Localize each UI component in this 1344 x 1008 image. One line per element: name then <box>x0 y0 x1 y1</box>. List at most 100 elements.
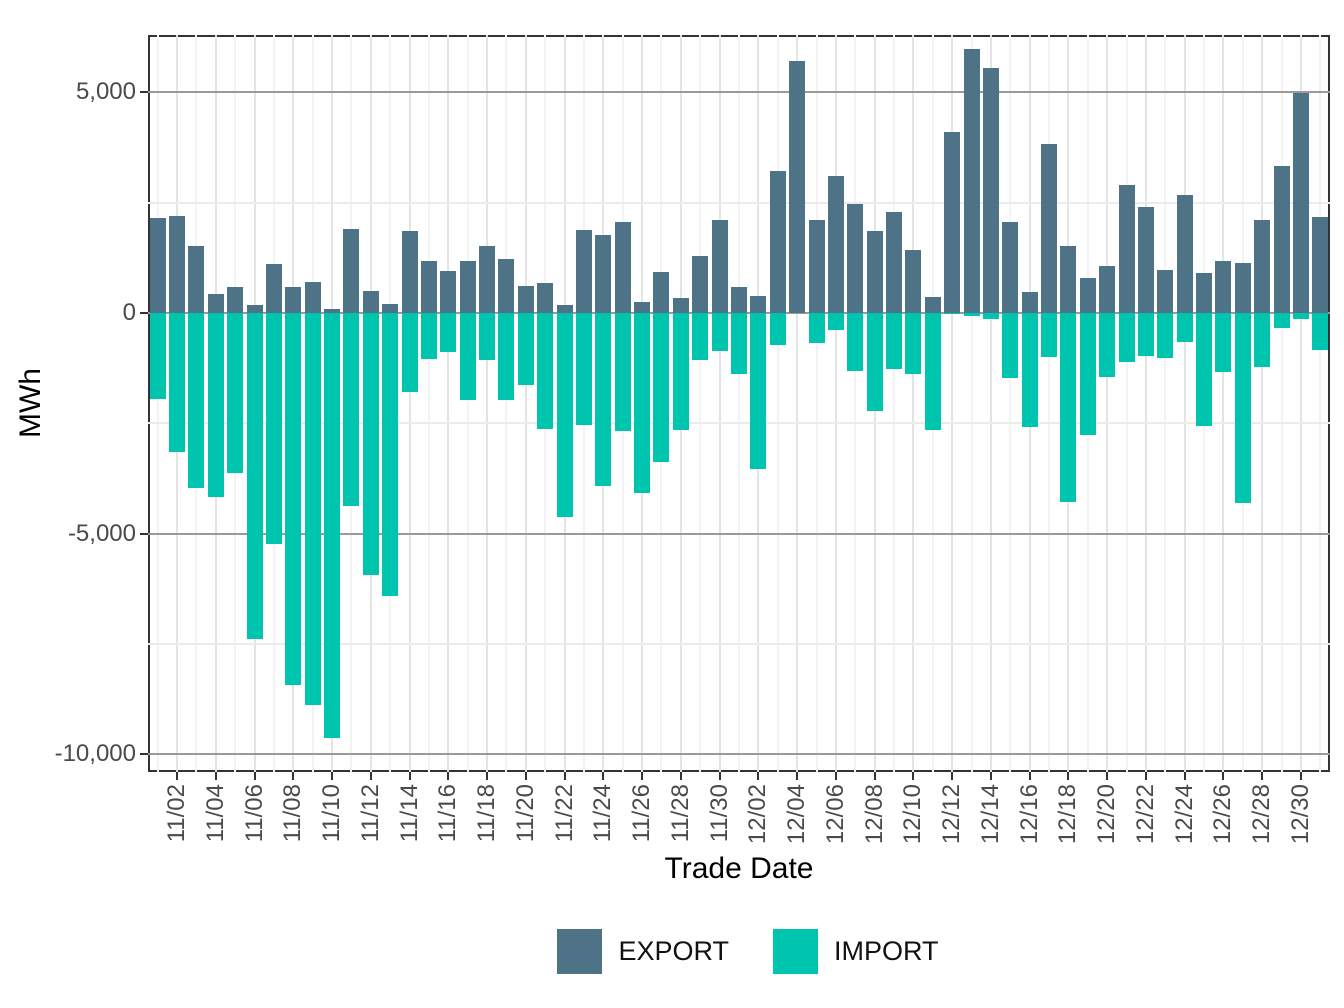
import-bar <box>1099 313 1116 377</box>
x-tick <box>176 772 179 780</box>
import-bar <box>711 313 728 352</box>
export-bar <box>653 272 670 314</box>
x-tick <box>912 772 915 780</box>
import-bar <box>169 313 186 453</box>
grid-h-major <box>148 91 1330 94</box>
import-bar <box>343 313 360 506</box>
import-bar <box>1137 313 1154 356</box>
x-tick-label: 11/28 <box>666 784 694 843</box>
export-bar <box>149 218 166 314</box>
export-bar <box>207 294 224 314</box>
grid-v-minor <box>1125 35 1128 772</box>
export-bar <box>731 286 747 314</box>
x-tick <box>834 772 837 780</box>
export-bar <box>1196 273 1213 313</box>
import-bar <box>498 313 515 401</box>
x-tick-label: 12/20 <box>1093 784 1121 845</box>
y-tick-label: 5,000 <box>75 78 136 106</box>
export-bar <box>556 304 573 314</box>
export-bar <box>1254 220 1271 314</box>
x-tick-label: 12/26 <box>1209 784 1237 845</box>
x-tick <box>1028 772 1031 780</box>
y-tick-label: -5,000 <box>67 519 136 547</box>
legend-item-import: IMPORT <box>773 928 939 974</box>
x-tick-label: 11/10 <box>318 784 346 843</box>
import-bar <box>556 313 573 518</box>
legend-item-export: EXPORT <box>557 928 729 974</box>
import-bar <box>401 313 418 393</box>
import-bar <box>479 313 496 360</box>
import-bar <box>1273 313 1290 329</box>
x-tick <box>989 772 992 780</box>
import-bar <box>382 313 399 597</box>
x-tick <box>253 772 256 780</box>
import-bar <box>924 313 941 430</box>
export-bar <box>886 211 903 313</box>
legend-label-export: EXPORT <box>618 935 729 966</box>
grid-v-major <box>486 35 489 772</box>
import-bar <box>575 313 592 426</box>
export-bar <box>343 229 360 314</box>
export-bar <box>924 296 941 314</box>
x-tick-label: 12/18 <box>1054 784 1082 845</box>
export-bar <box>324 309 341 313</box>
import-bar <box>304 313 321 705</box>
grid-v-minor <box>1048 35 1051 772</box>
export-bar <box>672 298 689 314</box>
import-bar <box>944 313 961 315</box>
x-tick-label: 12/02 <box>744 784 772 845</box>
x-tick <box>331 772 334 780</box>
import-bar <box>750 313 767 470</box>
export-bar <box>711 220 728 314</box>
import-bar <box>731 313 747 375</box>
grid-v-major <box>447 35 450 772</box>
x-tick-label: 12/10 <box>899 784 927 845</box>
export-bar <box>866 230 883 314</box>
import-bar <box>1079 313 1096 436</box>
export-bar <box>362 290 379 314</box>
grid-v-minor <box>1319 35 1322 772</box>
export-bar <box>498 259 515 314</box>
x-tick-label: 11/16 <box>434 784 462 843</box>
grid-v-minor <box>427 35 430 772</box>
x-tick <box>1106 772 1109 780</box>
x-tick <box>369 772 372 780</box>
grid-h-minor <box>148 422 1330 425</box>
export-bar <box>769 171 786 314</box>
y-axis-title: MWh <box>14 368 47 438</box>
grid-v-major <box>951 35 954 772</box>
x-tick-label: 11/18 <box>473 784 501 843</box>
export-swatch <box>557 928 603 974</box>
export-bar <box>1215 260 1232 314</box>
x-tick-label: 11/30 <box>705 784 733 843</box>
import-bar <box>1312 313 1329 351</box>
export-bar <box>750 295 767 314</box>
import-bar <box>1215 313 1232 372</box>
grid-v-minor <box>156 35 159 772</box>
x-tick-label: 11/08 <box>279 784 307 843</box>
grid-v-minor <box>466 35 469 772</box>
import-bar <box>207 313 224 498</box>
import-bar <box>246 313 263 639</box>
x-tick-label: 12/22 <box>1131 784 1159 845</box>
grid-v-minor <box>776 35 779 772</box>
grid-v-minor <box>970 35 973 772</box>
import-bar <box>227 313 244 474</box>
grid-v-major <box>912 35 915 772</box>
x-tick <box>1299 772 1302 780</box>
import-bar <box>1292 313 1309 320</box>
x-tick <box>718 772 721 780</box>
x-axis-title: Trade Date <box>664 852 814 885</box>
grid-v-minor <box>505 35 508 772</box>
grid-v-minor <box>738 35 740 772</box>
export-bar <box>575 229 592 314</box>
grid-h-major <box>148 753 1330 756</box>
plot-panel <box>148 35 1330 772</box>
grid-v-major <box>1183 35 1186 772</box>
y-tick-label: -10,000 <box>54 740 136 768</box>
grid-h-minor <box>148 201 1330 204</box>
x-tick-label: 12/08 <box>860 784 888 845</box>
export-bar <box>440 270 457 314</box>
import-bar <box>808 313 825 344</box>
import-bar <box>963 313 980 316</box>
